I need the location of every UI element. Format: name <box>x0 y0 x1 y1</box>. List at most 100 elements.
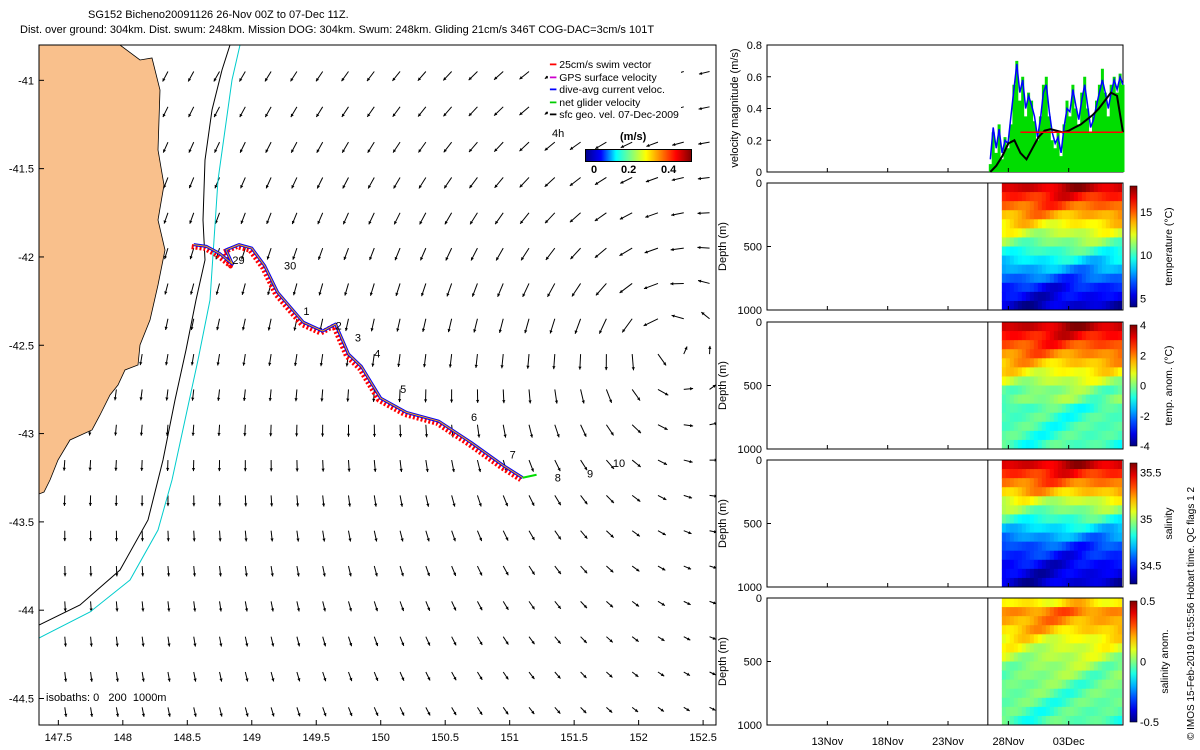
current-arrowhead <box>394 256 398 261</box>
current-arrowhead <box>89 678 94 682</box>
current-arrowhead <box>554 400 559 404</box>
current-arrowhead <box>531 710 535 715</box>
current-arrowhead <box>321 503 326 507</box>
current-arrowhead <box>269 468 273 472</box>
current-arrowhead <box>323 677 327 682</box>
current-arrowhead <box>62 467 66 471</box>
current-arrowhead <box>609 399 612 403</box>
current-arrowhead <box>453 711 457 716</box>
current-arrowhead <box>544 147 549 151</box>
current-arrowhead <box>545 219 549 224</box>
current-arrowhead <box>89 643 93 647</box>
current-arrowhead <box>297 713 301 717</box>
current-arrowhead <box>697 176 702 181</box>
day-label: 9 <box>587 469 593 481</box>
current-arrowhead <box>531 502 535 506</box>
current-arrowhead <box>712 384 716 388</box>
current-arrowhead <box>545 256 549 260</box>
current-arrowhead <box>662 532 666 536</box>
current-arrowhead <box>290 78 294 82</box>
current-arrowhead <box>478 503 482 507</box>
current-arrowhead <box>270 608 275 612</box>
current-arrowhead <box>645 214 649 218</box>
current-arrowhead <box>505 606 509 610</box>
current-arrowhead <box>219 713 223 717</box>
dac-track <box>193 243 524 479</box>
current-arrowhead <box>569 219 574 223</box>
current-arrowhead <box>479 606 483 611</box>
current-arrowhead <box>167 713 171 717</box>
current-arrowhead <box>320 398 324 402</box>
current-arrowhead <box>242 362 246 366</box>
colorbar-tick-1: 0.2 <box>621 164 637 176</box>
current-arrowhead <box>140 538 144 542</box>
current-arrowhead <box>426 503 430 507</box>
current-arrowhead <box>451 468 455 473</box>
current-arrowhead <box>547 293 551 297</box>
current-arrowhead <box>291 149 295 153</box>
current-arrowhead <box>370 328 374 332</box>
current-arrowhead <box>341 77 345 82</box>
current-arrowhead <box>218 573 222 577</box>
map-xtick: 148.5 <box>174 732 202 744</box>
current-arrowhead <box>271 643 275 647</box>
isobaths-label: isobaths: 0 200 1000m <box>46 692 167 704</box>
current-arrowhead <box>688 531 692 535</box>
current-arrowhead <box>190 362 194 366</box>
current-arrowhead <box>369 256 373 261</box>
current-arrowhead <box>393 149 397 153</box>
current-arrowhead <box>420 256 424 261</box>
current-arrowhead <box>141 643 145 647</box>
tasmania-land <box>39 45 166 495</box>
current-arrowhead <box>401 642 405 646</box>
current-arrowhead <box>394 221 398 225</box>
current-arrowhead <box>214 184 218 189</box>
map-ytick: -41 <box>18 75 34 87</box>
current-arrowhead <box>453 641 457 646</box>
current-arrowhead <box>296 608 301 612</box>
current-arrowhead <box>347 468 351 472</box>
current-arrowhead <box>689 424 694 428</box>
current-arrowhead <box>635 603 640 607</box>
current-arrowhead <box>375 712 379 716</box>
current-arrowhead <box>349 677 353 682</box>
current-arrowhead <box>443 148 447 153</box>
current-arrowhead <box>594 181 599 185</box>
current-arrowhead <box>447 328 451 333</box>
current-arrowhead <box>453 676 457 681</box>
current-arrowhead <box>88 467 92 471</box>
current-arrowhead <box>267 327 271 331</box>
current-arrowhead <box>241 256 245 260</box>
current-arrowhead <box>701 312 705 316</box>
map-ytick: -42.5 <box>9 340 34 352</box>
current-arrowhead <box>662 497 667 500</box>
isobath-1000 <box>39 45 241 639</box>
current-arrowhead <box>88 432 92 436</box>
current-arrowhead <box>569 182 574 186</box>
current-arrowhead <box>519 147 523 152</box>
current-arrowhead <box>505 571 509 576</box>
current-arrowhead <box>317 220 321 225</box>
current-arrowhead <box>544 183 549 187</box>
current-arrowhead <box>697 245 701 250</box>
current-arrowhead <box>424 434 429 438</box>
current-arrowhead <box>468 76 472 81</box>
current-arrowhead <box>193 643 197 647</box>
map-xtick: 151 <box>500 732 518 744</box>
current-arrowhead <box>321 468 325 472</box>
current-arrowhead <box>426 538 430 542</box>
current-arrowhead <box>595 145 599 149</box>
speed-colorbar <box>585 149 692 162</box>
current-arrowhead <box>671 213 675 217</box>
current-arrowhead <box>584 535 588 539</box>
current-arrowhead <box>90 713 94 717</box>
current-arrowhead <box>400 538 404 542</box>
current-arrowhead <box>89 573 93 577</box>
current-arrowhead <box>166 573 171 577</box>
current-arrowhead <box>401 712 405 716</box>
current-arrowhead <box>244 573 248 577</box>
current-arrowhead <box>643 323 648 326</box>
day-label: 10 <box>613 458 625 470</box>
current-arrowhead <box>243 468 247 472</box>
